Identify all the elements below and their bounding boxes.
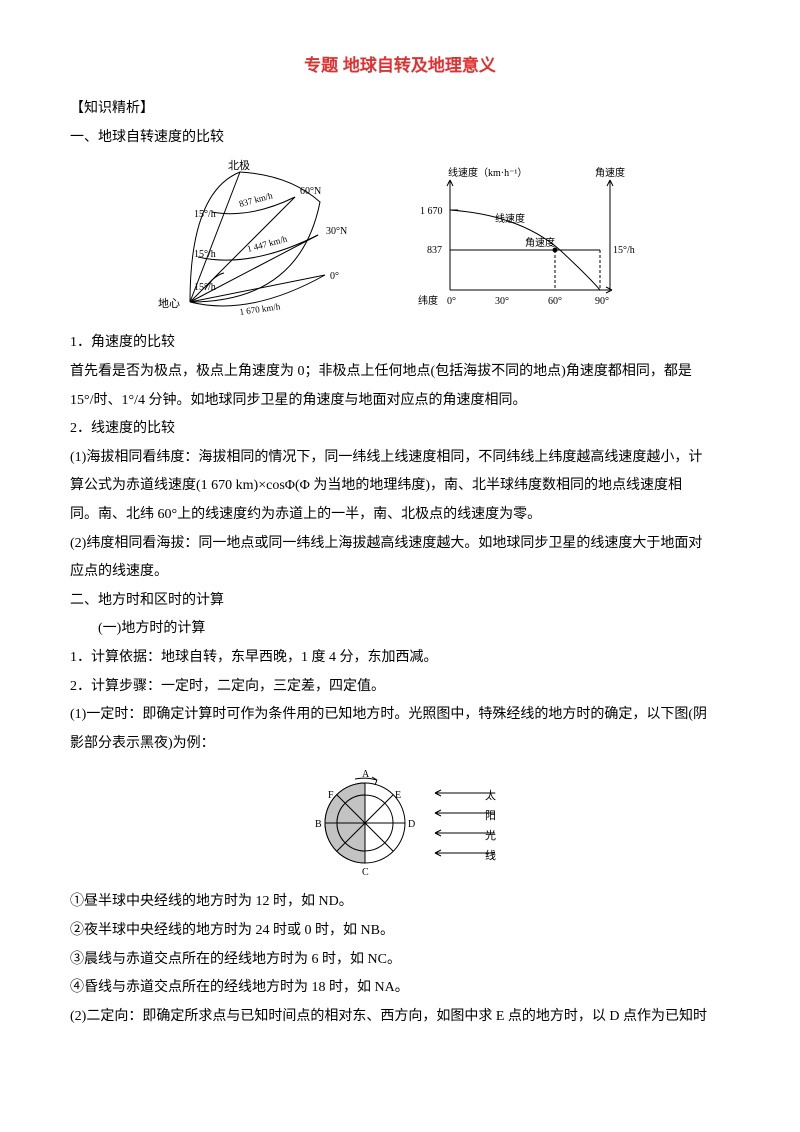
chart-y1670: 1 670 xyxy=(420,206,443,217)
chart-rlabel: 角速度 xyxy=(595,166,625,179)
sun-char-2: 阳 xyxy=(485,809,496,822)
heading-1: 一、地球自转速度的比较 xyxy=(70,125,730,152)
chart-ylabel: 线速度（km·h⁻¹） xyxy=(448,166,527,179)
label-v60: 837 km/h xyxy=(238,191,274,210)
chart-line1-label: 线速度 xyxy=(495,212,525,225)
p4-line1: ①昼半球中央经线的地方时为 12 时，如 ND。 xyxy=(70,889,730,916)
p2-line4: (2)纬度相同看海拔：同一地点或同一纬线上海拔越高线速度越大。如地球同步卫星的线… xyxy=(70,531,730,558)
label-ang-1: 15°/h xyxy=(194,209,216,220)
chart-x0: 0° xyxy=(447,296,456,307)
chart-y837: 837 xyxy=(427,245,442,256)
heading-2a: (一)地方时的计算 xyxy=(70,616,730,643)
label-D: D xyxy=(408,819,415,830)
p3-line4: 影部分表示黑夜)为例： xyxy=(70,731,730,758)
label-30n: 30°N xyxy=(326,226,347,237)
label-v0: 1 670 km/h xyxy=(239,302,281,318)
p4-line5: (2)二定向：即确定所求点与已知时间点的相对东、西方向，如图中求 E 点的地方时… xyxy=(70,1004,730,1031)
label-C: C xyxy=(362,867,369,878)
chart-x60: 60° xyxy=(548,296,562,307)
p3-line1: 1．计算依据：地球自转，东早西晚，1 度 4 分，东加西减。 xyxy=(70,645,730,672)
knowledge-head: 【知识精析】 xyxy=(70,96,730,123)
heading-2: 二、地方时和区时的计算 xyxy=(70,588,730,615)
p2-line1: (1)海拔相同看纬度：海拔相同的情况下，同一纬线上线速度相同，不同纬线上纬度越高… xyxy=(70,445,730,472)
label-ang-3: 15°/h xyxy=(194,282,216,293)
p4-line3: ③晨线与赤道交点所在的经线地方时为 6 时，如 NC。 xyxy=(70,947,730,974)
label-ang-2: 15°/h xyxy=(194,249,216,260)
p3-line3: (1)一定时：即确定计算时可作为条件用的已知地方时。光照图中，特殊经线的地方时的… xyxy=(70,702,730,729)
chart-line2-label: 角速度 xyxy=(525,236,555,249)
p1-line1: 首先看是否为极点，极点上角速度为 0；非极点上任何地点(包括海拔不同的地点)角速… xyxy=(70,359,730,386)
label-center: 地心 xyxy=(158,297,180,310)
label-E: E xyxy=(395,790,401,801)
p4-line4: ④昏线与赤道交点所在的经线地方时为 18 时，如 NA。 xyxy=(70,975,730,1002)
label-B: B xyxy=(315,819,322,830)
p3-line2: 2．计算步骤：一定时，二定向，三定差，四定值。 xyxy=(70,674,730,701)
p2-head: 2．线速度的比较 xyxy=(70,416,730,443)
daynight-diagram: A B C D E F 太 阳 光 线 xyxy=(295,763,505,883)
chart-x30: 30° xyxy=(495,296,509,307)
label-A: A xyxy=(362,769,370,780)
sun-char-4: 线 xyxy=(485,848,496,862)
speed-latitude-chart: 线速度（km·h⁻¹） 角速度 线速度 角速度 15°/h 1 670 837 … xyxy=(400,160,650,320)
p2-line3: 同。南、北纬 60°上的线速度约为赤道上的一半，南、北极点的线速度为零。 xyxy=(70,502,730,529)
page: 专题 地球自转及地理意义 【知识精析】 一、地球自转速度的比较 xyxy=(0,0,800,1132)
label-60n: 60°N xyxy=(300,186,321,197)
chart-ang-val: 15°/h xyxy=(613,245,635,256)
p1-head: 1．角速度的比较 xyxy=(70,330,730,357)
label-0: 0° xyxy=(330,271,339,282)
page-title: 专题 地球自转及地理意义 xyxy=(70,50,730,82)
p1-line2: 15°/时、1°/4 分钟。如地球同步卫星的角速度与地面对应点的角速度相同。 xyxy=(70,388,730,415)
p4-line2: ②夜半球中央经线的地方时为 24 时或 0 时，如 NB。 xyxy=(70,918,730,945)
figure-daynight: A B C D E F 太 阳 光 线 xyxy=(70,763,730,883)
globe-speed-diagram: 北极 60°N 30°N 0° 地心 15°/h 15°/h 15°/h 837… xyxy=(150,157,370,322)
chart-xlabel: 纬度 xyxy=(418,294,438,307)
sun-char-1: 太 xyxy=(485,789,496,802)
p2-line2: 算公式为赤道线速度(1 670 km)×cosΦ(Φ 为当地的地理纬度)，南、北… xyxy=(70,473,730,500)
label-north-pole: 北极 xyxy=(228,158,250,172)
sun-char-3: 光 xyxy=(485,828,496,842)
label-v30: 1 447 km/h xyxy=(246,234,289,254)
figure-row-1: 北极 60°N 30°N 0° 地心 15°/h 15°/h 15°/h 837… xyxy=(70,157,730,322)
label-F: F xyxy=(328,790,334,801)
p2-line5: 应点的线速度。 xyxy=(70,559,730,586)
chart-x90: 90° xyxy=(595,296,609,307)
